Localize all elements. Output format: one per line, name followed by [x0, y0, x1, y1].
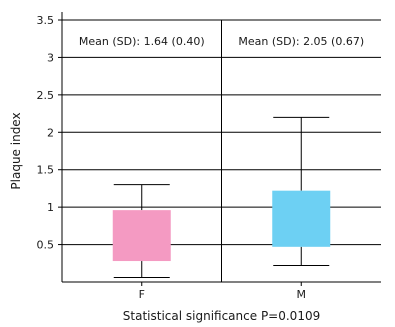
x-tick-label-1: M	[297, 288, 307, 301]
y-tick-label-4: 2.5	[37, 89, 55, 102]
box-series	[112, 116, 331, 279]
axes	[61, 12, 381, 283]
y-tick-label-3: 2	[47, 126, 54, 139]
y-tick-label-2: 1.5	[37, 164, 55, 177]
box-rect	[272, 190, 331, 247]
box-rect	[112, 210, 171, 262]
box-F	[112, 184, 171, 279]
box-M	[272, 116, 331, 267]
mean-sd-annotation-M: Mean (SD): 2.05 (0.67)	[238, 35, 364, 48]
mean-sd-annotation-F: Mean (SD): 1.64 (0.40)	[79, 35, 205, 48]
y-tick-label-6: 3.5	[37, 14, 55, 27]
y-tick-label-5: 3	[47, 51, 54, 64]
y-tick-labels: 0.5 1 1.5 2 2.5 3 3.5	[37, 14, 62, 252]
y-tick-label-1: 1	[47, 201, 54, 214]
annotations: Mean (SD): 1.64 (0.40) Mean (SD): 2.05 (0…	[79, 35, 364, 48]
x-tick-label-0: F	[139, 288, 145, 301]
y-tick-label-0: 0.5	[37, 239, 55, 252]
significance-caption: Statistical significance P=0.0109	[123, 309, 320, 323]
y-axis-title: Plaque index	[9, 112, 23, 189]
